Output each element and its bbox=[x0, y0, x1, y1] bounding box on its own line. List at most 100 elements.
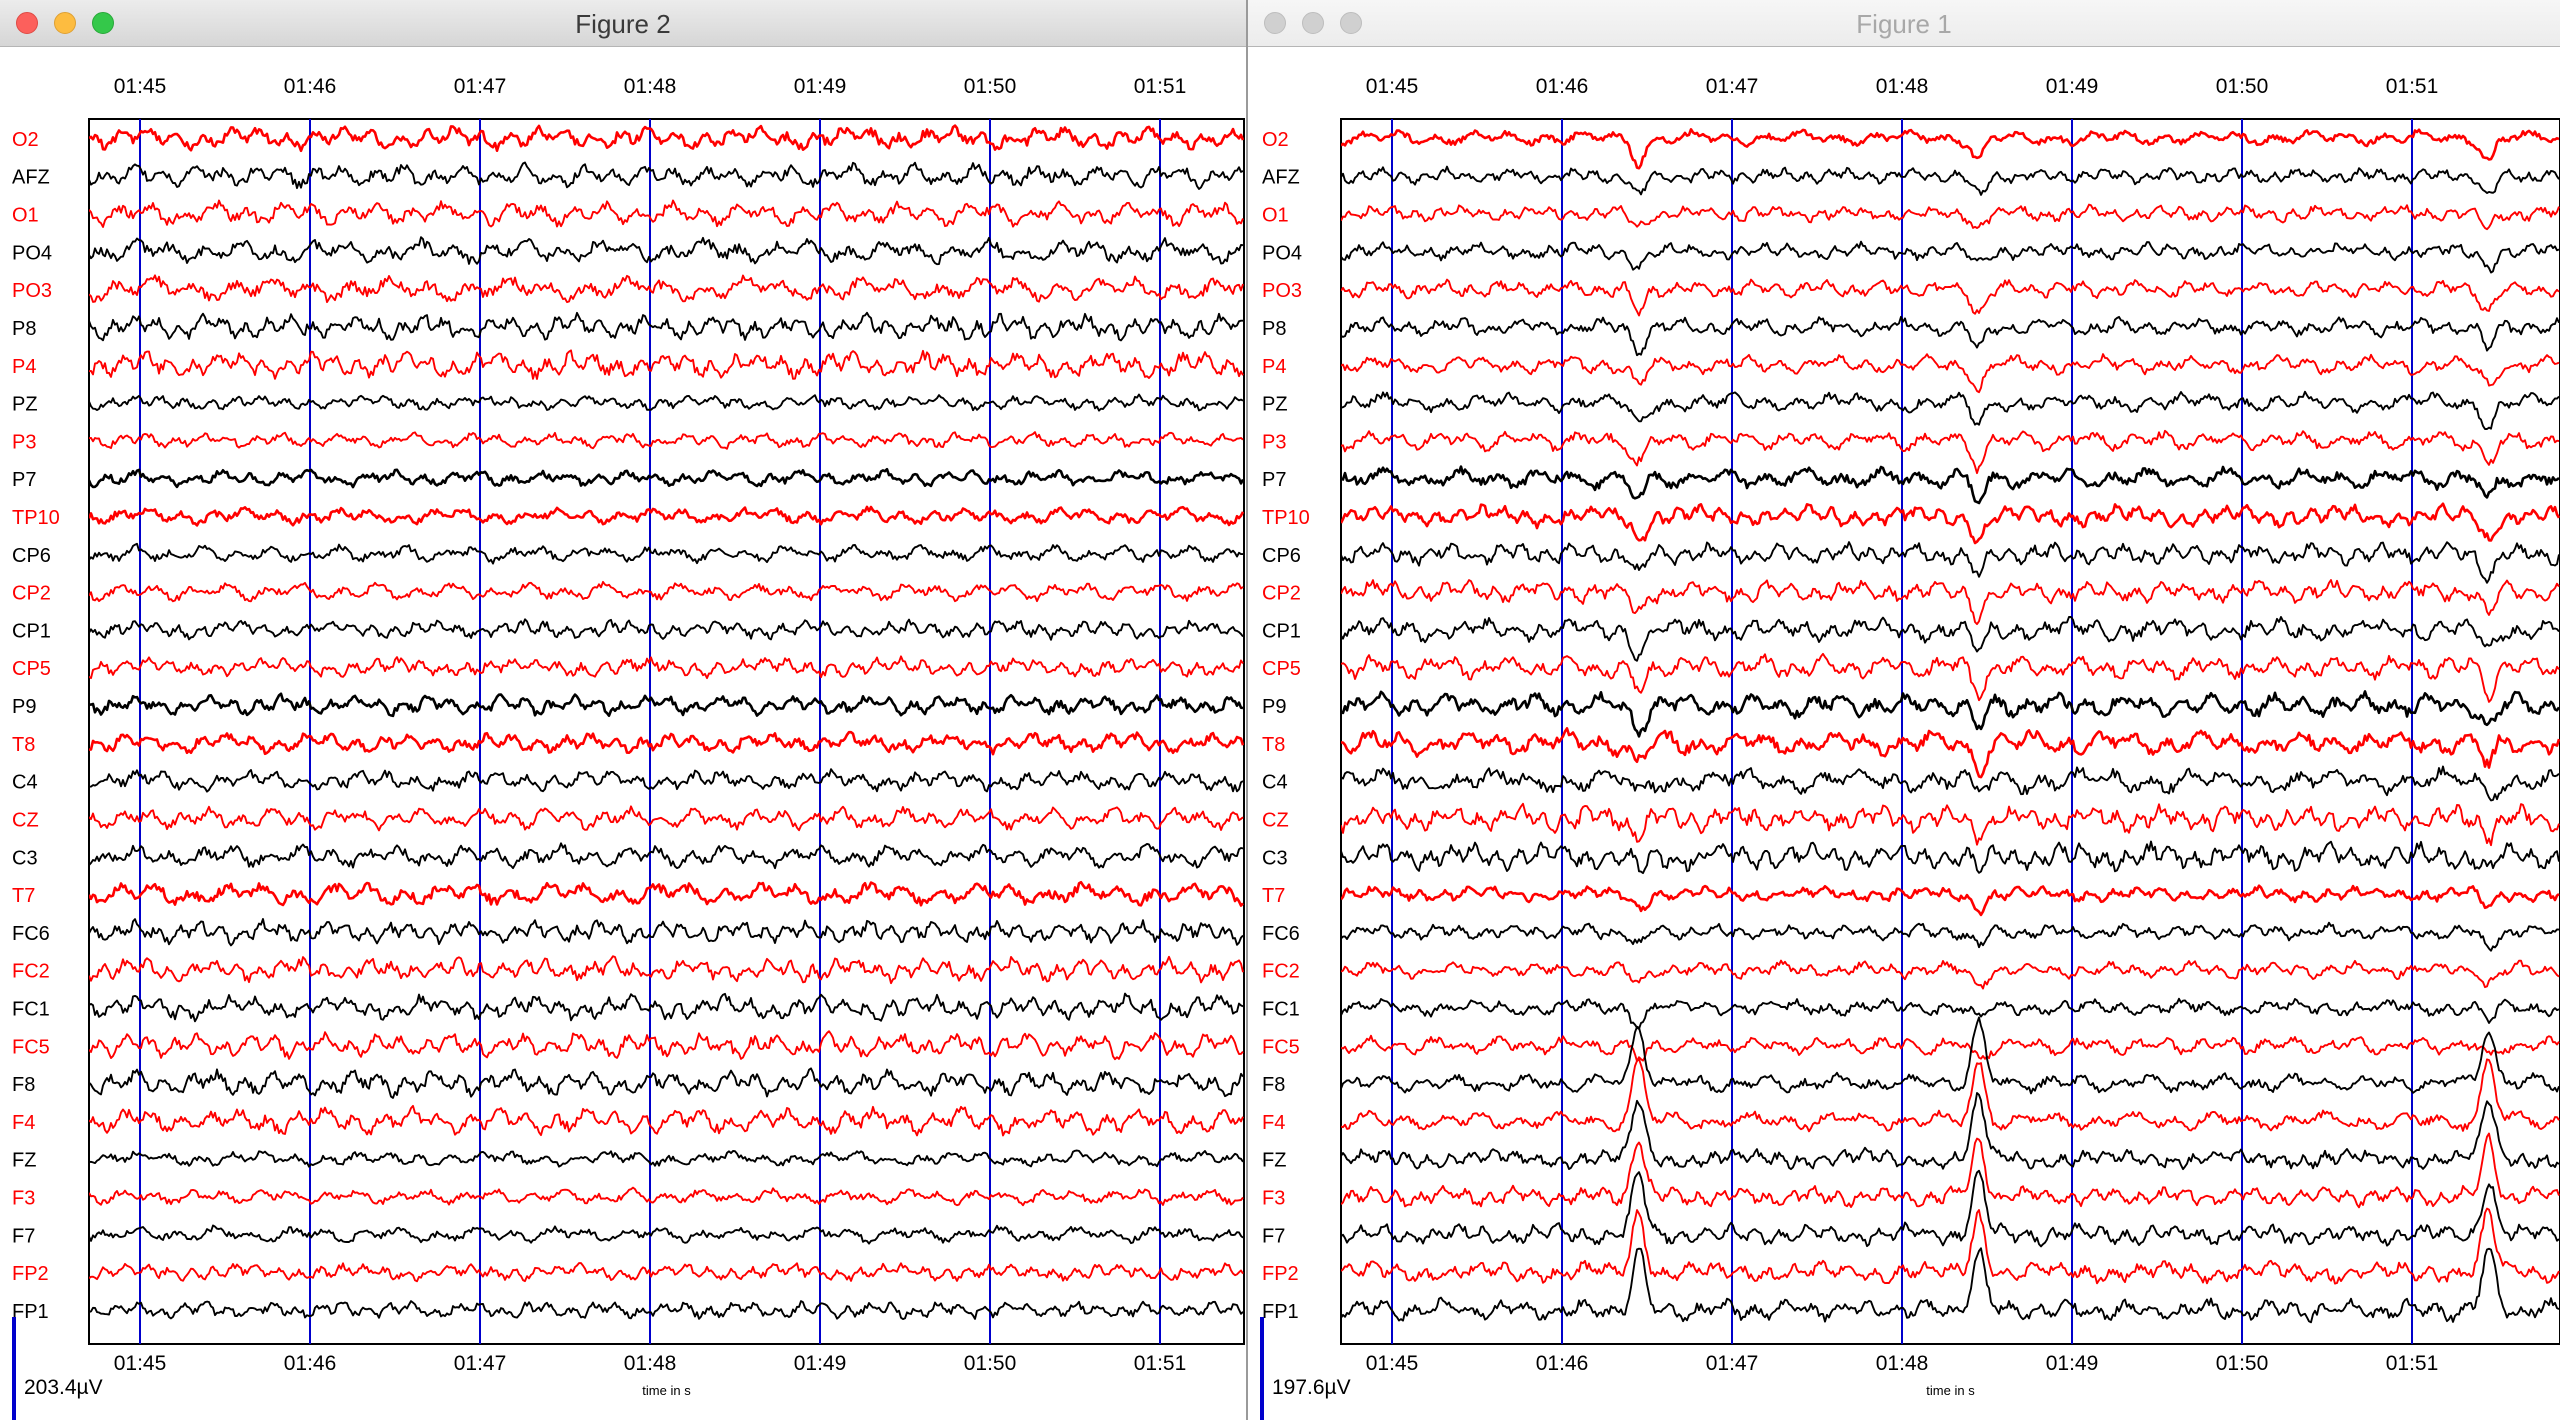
eeg-trace bbox=[1341, 727, 2560, 779]
eeg-trace bbox=[89, 1300, 1244, 1321]
channel-label: P4 bbox=[12, 356, 36, 378]
x-tick-label: 01:49 bbox=[794, 75, 847, 98]
eeg-trace bbox=[1341, 840, 2560, 875]
close-window-button[interactable] bbox=[16, 12, 38, 34]
x-tick-label: 01:48 bbox=[624, 1352, 677, 1375]
channel-label: C3 bbox=[12, 847, 38, 869]
channel-label: CP6 bbox=[12, 545, 51, 567]
channel-label: FC5 bbox=[1262, 1036, 1300, 1058]
channel-label: CP1 bbox=[1262, 620, 1301, 642]
eeg-trace bbox=[89, 618, 1244, 641]
channel-label: T7 bbox=[12, 885, 35, 907]
channel-label: O1 bbox=[1262, 205, 1289, 227]
channel-label: F4 bbox=[12, 1112, 35, 1134]
close-window-button[interactable] bbox=[1264, 12, 1286, 34]
eeg-trace bbox=[89, 692, 1244, 718]
eeg-trace bbox=[89, 542, 1243, 565]
channel-label: CP2 bbox=[12, 583, 51, 605]
eeg-trace bbox=[89, 274, 1244, 304]
eeg-trace bbox=[1341, 921, 2560, 952]
figure-1-title: Figure 1 bbox=[1856, 9, 1952, 39]
channel-label: F3 bbox=[12, 1188, 35, 1210]
eeg-trace bbox=[1341, 502, 2560, 545]
x-tick-label: 01:48 bbox=[1876, 1352, 1929, 1375]
eeg-trace bbox=[1341, 1207, 2560, 1285]
x-tick-label: 01:51 bbox=[1134, 75, 1187, 98]
channel-label: PO4 bbox=[12, 242, 52, 264]
figure-1-titlebar[interactable]: Figure 1 bbox=[1248, 0, 2560, 47]
figure-2-window[interactable]: Figure 2 01:45 01:45 01:46 01:46 01:47 01:47 0… bbox=[0, 0, 1248, 1420]
eeg-trace bbox=[89, 655, 1244, 680]
x-tick-label: 01:47 bbox=[1706, 75, 1759, 98]
eeg-trace bbox=[89, 1224, 1244, 1245]
channel-label: T7 bbox=[1262, 885, 1285, 907]
channel-label: F8 bbox=[12, 1074, 35, 1096]
figure-1-eeg-plot[interactable]: 01:45 01:45 01:46 01:46 01:47 01:47 01:48 01:48… bbox=[1248, 47, 2560, 1420]
minimize-window-button[interactable] bbox=[54, 12, 76, 34]
maximize-window-button[interactable] bbox=[92, 12, 114, 34]
eeg-trace bbox=[89, 1186, 1244, 1207]
eeg-trace bbox=[89, 1067, 1244, 1099]
eeg-trace bbox=[89, 805, 1244, 832]
eeg-trace bbox=[1341, 353, 2560, 394]
channel-label: FC2 bbox=[12, 961, 50, 983]
channel-label: FC6 bbox=[1262, 923, 1300, 945]
eeg-trace bbox=[89, 349, 1244, 380]
eeg-trace bbox=[1341, 652, 2560, 703]
channel-label: FP1 bbox=[1262, 1301, 1299, 1323]
channel-label: P3 bbox=[1262, 431, 1286, 453]
channel-label: O2 bbox=[1262, 129, 1289, 151]
eeg-trace bbox=[1341, 1034, 2560, 1063]
figure-2-title: Figure 2 bbox=[575, 9, 671, 39]
figure-1-window[interactable]: Figure 1 01:45 01:45 01:46 01:46 01:47 01:47 0… bbox=[1248, 0, 2560, 1420]
eeg-trace bbox=[1341, 128, 2560, 170]
channel-label: PO3 bbox=[12, 280, 52, 302]
channel-label: CP5 bbox=[1262, 658, 1301, 680]
eeg-trace bbox=[89, 880, 1244, 907]
eeg-trace bbox=[1341, 165, 2560, 196]
eeg-trace bbox=[89, 730, 1244, 756]
x-tick-label: 01:48 bbox=[1876, 75, 1929, 98]
eeg-trace bbox=[89, 236, 1244, 266]
x-tick-label: 01:47 bbox=[454, 1352, 507, 1375]
eeg-trace bbox=[89, 918, 1244, 947]
channel-label: FZ bbox=[1262, 1150, 1286, 1172]
eeg-trace bbox=[1341, 959, 2560, 990]
channel-label: TP10 bbox=[1262, 507, 1310, 529]
eeg-trace bbox=[1341, 765, 2560, 802]
figure-2-titlebar[interactable]: Figure 2 bbox=[0, 0, 1246, 47]
channel-label: FC1 bbox=[12, 999, 50, 1021]
x-tick-label: 01:49 bbox=[2046, 1352, 2099, 1375]
eeg-trace bbox=[89, 580, 1244, 603]
eeg-trace bbox=[1341, 465, 2560, 505]
channel-label: CP2 bbox=[1262, 583, 1301, 605]
x-tick-label: 01:47 bbox=[454, 75, 507, 98]
eeg-trace bbox=[89, 992, 1244, 1023]
amplitude-scale-label: 197.6µV bbox=[1272, 1376, 1351, 1399]
eeg-trace bbox=[89, 431, 1244, 450]
channel-label: CZ bbox=[1262, 809, 1289, 831]
x-tick-label: 01:46 bbox=[1536, 75, 1589, 98]
eeg-trace bbox=[1341, 615, 2560, 662]
x-tick-label: 01:51 bbox=[1134, 1352, 1187, 1375]
eeg-trace bbox=[89, 311, 1243, 342]
figure-2-eeg-plot[interactable]: 01:45 01:45 01:46 01:46 01:47 01:47 01:48 01:48… bbox=[0, 47, 1246, 1420]
minimize-window-button[interactable] bbox=[1302, 12, 1324, 34]
eeg-trace bbox=[89, 467, 1244, 489]
maximize-window-button[interactable] bbox=[1340, 12, 1362, 34]
x-tick-label: 01:48 bbox=[624, 75, 677, 98]
eeg-trace bbox=[1341, 429, 2560, 475]
channel-label: T8 bbox=[1262, 734, 1285, 756]
x-tick-label: 01:46 bbox=[284, 75, 337, 98]
eeg-trace bbox=[89, 955, 1244, 985]
channel-label: O2 bbox=[12, 129, 39, 151]
x-tick-label: 01:45 bbox=[114, 1352, 167, 1375]
x-tick-label: 01:45 bbox=[1366, 1352, 1419, 1375]
eeg-trace bbox=[89, 199, 1244, 228]
eeg-trace bbox=[1341, 884, 2560, 917]
channel-label: C3 bbox=[1262, 847, 1288, 869]
channel-label: C4 bbox=[1262, 772, 1288, 794]
channel-label: TP10 bbox=[12, 507, 60, 529]
channel-label: C4 bbox=[12, 772, 38, 794]
x-tick-label: 01:45 bbox=[114, 75, 167, 98]
